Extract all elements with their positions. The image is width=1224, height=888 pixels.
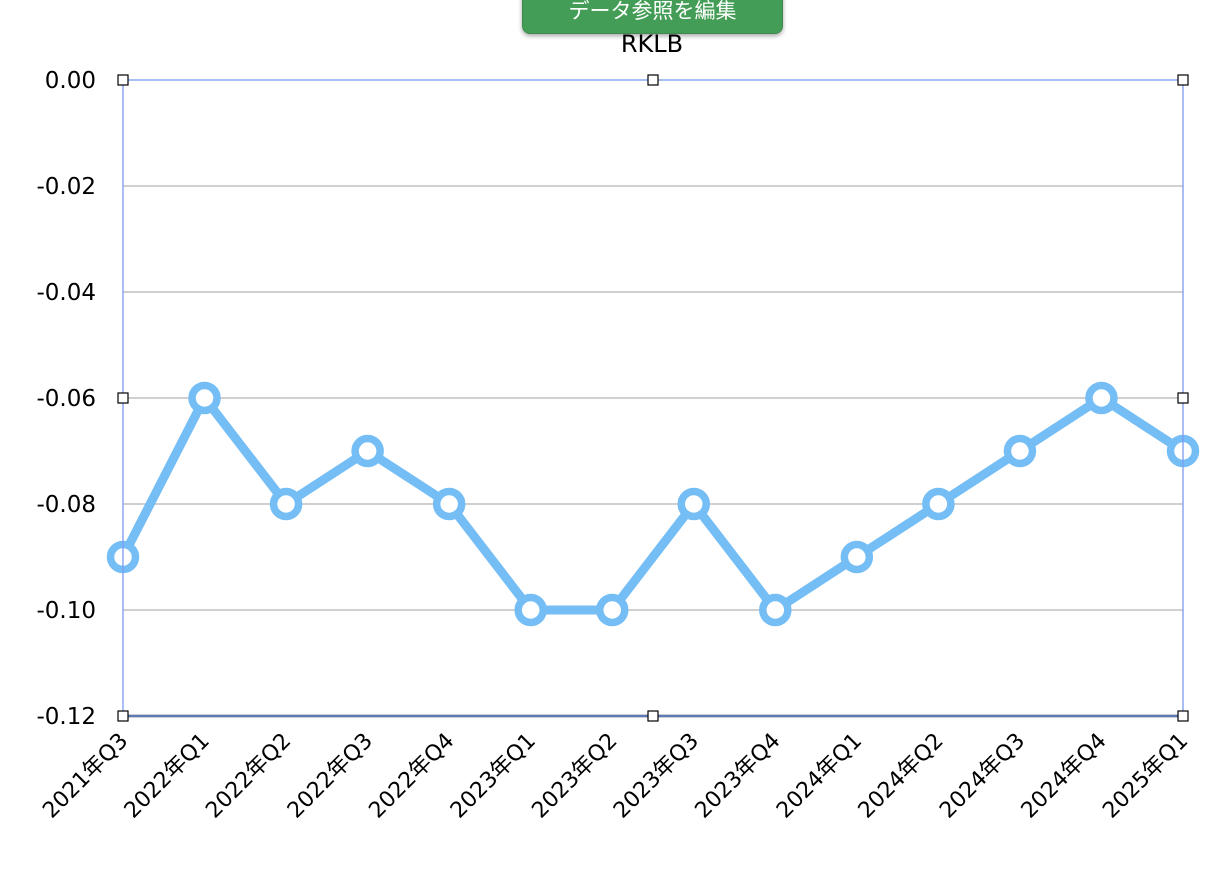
data-point-marker[interactable] [1085,381,1118,415]
data-point-marker[interactable] [840,540,874,574]
y-tick-label: -0.10 [36,598,96,624]
x-tick-label: 2022年Q2 [201,729,296,824]
y-tick-label: -0.02 [36,174,96,200]
chart-selection-frame[interactable] [117,74,1189,722]
grid-lines [123,185,1183,611]
resize-handle-left[interactable] [117,392,129,404]
x-tick-label: 2024年Q3 [935,729,1030,824]
x-tick-label: 2024年Q1 [772,729,867,824]
x-tick-label: 2022年Q4 [364,729,459,824]
resize-handle-top-left[interactable] [117,74,129,86]
y-axis-tick-labels: 0.00 -0.02 -0.04 -0.06 -0.08 -0.10 -0.12 [36,68,96,730]
x-tick-label: 2023年Q1 [446,729,541,824]
data-point-marker[interactable] [922,487,955,521]
x-tick-label: 2022年Q1 [120,729,215,824]
y-tick-label: -0.06 [36,386,96,412]
resize-handle-bottom-right[interactable] [1177,710,1189,722]
edit-data-reference-button[interactable]: データ参照を編集 [522,0,783,34]
data-point-marker[interactable] [595,593,629,627]
resize-handle-top[interactable] [647,74,659,86]
x-tick-label: 2022年Q3 [283,729,378,824]
y-tick-label: -0.04 [36,280,96,306]
y-tick-label: 0.00 [45,68,96,94]
x-tick-label: 2023年Q4 [691,729,786,824]
y-tick-label: -0.12 [36,704,96,730]
resize-handle-right[interactable] [1177,392,1189,404]
data-point-marker[interactable] [351,434,384,468]
x-tick-label: 2025年Q1 [1098,729,1193,824]
chart-title: RKLB [621,30,683,58]
x-axis-tick-labels: 2021年Q32022年Q12022年Q22022年Q32022年Q42023年… [38,729,1193,824]
resize-handle-bottom-left[interactable] [117,710,129,722]
x-tick-label: 2023年Q3 [609,729,704,824]
data-point-marker[interactable] [269,487,303,521]
x-tick-label: 2021年Q3 [38,729,133,824]
resize-handle-bottom[interactable] [647,710,659,722]
data-point-marker[interactable] [759,593,792,627]
data-point-marker[interactable] [514,593,547,627]
x-tick-label: 2023年Q2 [528,729,623,824]
resize-handle-top-right[interactable] [1177,74,1189,86]
data-point-marker[interactable] [1003,434,1037,468]
data-point-marker[interactable] [432,487,466,521]
series-line-group[interactable] [106,381,1200,627]
x-tick-label: 2024年Q2 [854,729,949,824]
x-tick-label: 2024年Q4 [1017,729,1112,824]
y-tick-label: -0.08 [36,492,96,518]
data-point-marker[interactable] [677,487,711,521]
data-point-marker[interactable] [188,381,221,415]
